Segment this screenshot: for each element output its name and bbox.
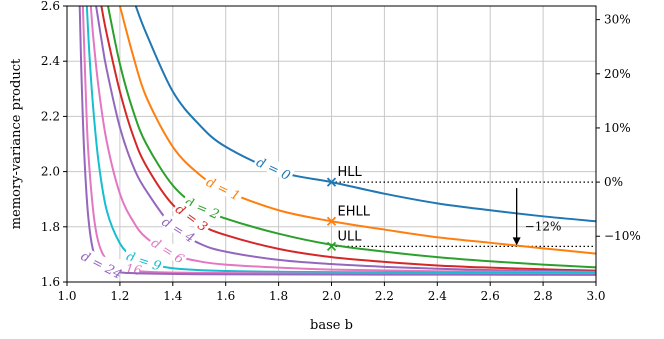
y-tick-label: 1.8 — [41, 220, 60, 234]
x-tick-label: 1.6 — [216, 289, 235, 303]
axis-ticks: 1.0 1.2 1.4 1.6 1.8 2.0 2.2 2.4 2.6 2.8 3.0 1.6 1.8 2… — [41, 0, 641, 303]
series-d-2: d = 2 — [107, 6, 596, 269]
x-tick-label: 1.0 — [57, 289, 76, 303]
x-tick-label: 1.4 — [163, 289, 182, 303]
reference-lines — [331, 181, 596, 247]
y-axis-label: memory-variance product — [9, 58, 24, 229]
series-line — [95, 6, 596, 273]
y2-tick-label: 10% — [604, 121, 631, 135]
series-label-bg — [202, 172, 245, 203]
marker-group: HLL EHLL ULL — [326, 165, 371, 252]
series-line — [100, 6, 596, 272]
marker-hll: HLL — [326, 165, 363, 187]
series-label-bg — [253, 152, 296, 183]
x-tick-label: 2.4 — [428, 289, 447, 303]
x-tick-label: 2.8 — [534, 289, 553, 303]
series-label-bg — [123, 247, 166, 273]
annotation-label: −12% — [525, 220, 562, 234]
y2-tick-label: 30% — [604, 13, 631, 27]
x-tick-label: 2.2 — [375, 289, 394, 303]
annotation-group: −12% — [512, 188, 562, 246]
series-label-bg — [147, 232, 190, 266]
x-tick-label: 2.6 — [481, 289, 500, 303]
marker-ehll: EHLL — [326, 204, 371, 226]
x-tick-label: 1.8 — [269, 289, 288, 303]
x-tick-label: 1.2 — [110, 289, 129, 303]
series-line — [134, 6, 596, 223]
cross-mark — [326, 241, 337, 252]
series-label: d = 24 — [78, 249, 124, 283]
y-tick-label: 1.6 — [41, 275, 60, 289]
cross-mark — [326, 177, 337, 187]
x-tick-label: 2.0 — [322, 289, 341, 303]
series-label-bg — [81, 248, 124, 280]
arrow-head-icon — [512, 237, 521, 246]
marker-label: EHLL — [338, 204, 371, 219]
y-tick-label: 2.4 — [41, 54, 60, 68]
marker-ull: ULL — [326, 229, 363, 252]
y2-tick-label: −10% — [604, 229, 641, 243]
x-tick-label: 3.0 — [586, 289, 605, 303]
series-label-bg — [158, 211, 200, 245]
x-axis-label: base b — [310, 318, 353, 333]
marker-label: ULL — [338, 229, 363, 244]
y-tick-label: 2.2 — [41, 109, 60, 123]
y-tick-label: 2.6 — [41, 0, 60, 13]
series-label-bg — [181, 192, 224, 221]
series-line — [118, 6, 596, 255]
series-line — [107, 6, 596, 269]
y2-tick-label: 20% — [604, 67, 631, 81]
marker-label: HLL — [338, 165, 363, 180]
cross-mark — [326, 216, 337, 226]
y2-tick-label: 0% — [604, 175, 623, 189]
series-label-bg — [172, 199, 213, 235]
y-tick-label: 2.0 — [41, 165, 60, 179]
